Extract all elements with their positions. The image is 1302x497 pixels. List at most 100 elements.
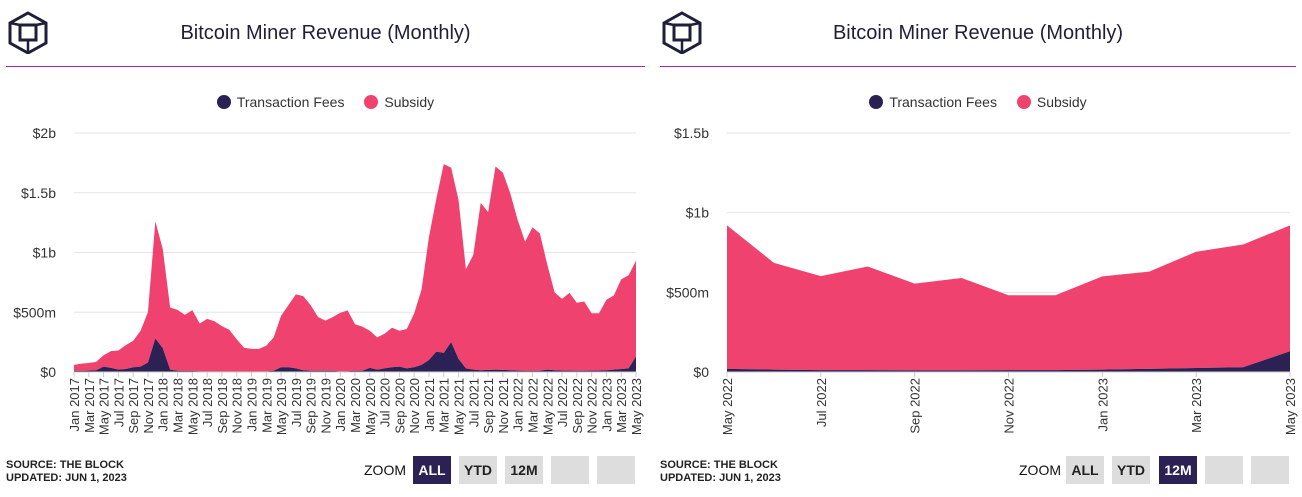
zoom-empty-button[interactable]	[551, 456, 589, 484]
x-tick-label: Jan 2021	[422, 378, 437, 432]
x-tick-label: Jul 2022	[555, 378, 570, 427]
x-tick-label: Jul 2019	[289, 378, 304, 427]
chart-legend: Transaction Fees Subsidy	[0, 93, 651, 110]
the-block-logo	[8, 11, 48, 54]
zoom-empty-button[interactable]	[1205, 456, 1243, 484]
x-tick-label: Mar 2017	[82, 378, 97, 433]
transaction-fees-series-area	[74, 338, 636, 372]
x-tick-label: Mar 2023	[1189, 378, 1204, 433]
x-tick-label: May 2022	[540, 378, 555, 435]
x-tick-label: Sep 2021	[481, 378, 496, 434]
x-tick-label: Jul 2021	[466, 378, 481, 427]
chart-legend: Transaction Fees Subsidy	[654, 93, 1302, 110]
chart-title: Bitcoin Miner Revenue (Monthly)	[832, 22, 1124, 44]
x-tick-label: Jan 2023	[1095, 378, 1110, 432]
legend-item-subsidy[interactable]: Subsidy	[1016, 94, 1087, 111]
zoom-empty-button[interactable]	[1251, 456, 1289, 484]
x-tick-label: Nov 2022	[1002, 378, 1017, 434]
legend-label-fees: Transaction Fees	[236, 94, 345, 111]
zoom-ytd-button[interactable]: YTD	[1112, 456, 1150, 484]
x-tick-label: May 2019	[274, 378, 289, 435]
x-tick-label: May 2020	[363, 378, 378, 435]
x-tick-label: Mar 2023	[614, 378, 629, 433]
x-tick-label: Sep 2017	[126, 378, 141, 434]
x-tick-label: Mar 2020	[348, 378, 363, 433]
x-tick-label: Nov 2022	[585, 378, 600, 434]
x-tick-label: Sep 2018	[215, 378, 230, 434]
x-tick-label: May 2023	[1283, 378, 1298, 435]
y-tick-label: $1b	[33, 245, 57, 261]
x-tick-label: Mar 2021	[437, 378, 452, 433]
left-chart-panel: Bitcoin Miner Revenue (Monthly) Transact…	[0, 11, 651, 485]
x-tick-label: Nov 2020	[407, 378, 422, 434]
y-tick-label: $2b	[33, 125, 57, 141]
x-tick-label: May 2022	[720, 378, 735, 435]
source-text: SOURCE: THE BLOCK	[6, 459, 124, 471]
legend-item-fees[interactable]: Transaction Fees	[216, 94, 345, 111]
zoom-12m-button[interactable]: 12M	[1159, 456, 1197, 484]
the-block-logo	[662, 11, 702, 54]
chart-title: Bitcoin Miner Revenue (Monthly)	[180, 22, 471, 44]
fees-dot-icon	[216, 95, 231, 110]
title-divider	[660, 66, 1296, 67]
source-text: SOURCE: THE BLOCK	[660, 459, 778, 471]
y-tick-label: $500m	[666, 284, 709, 300]
zoom-all-button[interactable]: ALL	[1066, 456, 1104, 484]
x-tick-label: Sep 2022	[908, 378, 923, 434]
y-tick-label: $0	[40, 364, 56, 380]
zoom-label: ZOOM	[1019, 462, 1061, 478]
zoom-ytd-button[interactable]: YTD	[459, 456, 497, 484]
x-tick-label: Nov 2018	[230, 378, 245, 434]
x-tick-label: May 2023	[629, 378, 644, 435]
updated-text: UPDATED: JUN 1, 2023	[660, 472, 781, 484]
x-tick-label: Jan 2022	[511, 378, 526, 432]
y-tick-label: $1b	[686, 205, 710, 221]
y-tick-label: $1.5b	[674, 125, 709, 141]
x-tick-label: Jul 2017	[111, 378, 126, 427]
x-tick-label: May 2018	[185, 378, 200, 435]
x-tick-label: Jan 2019	[244, 378, 259, 432]
x-tick-label: Jul 2018	[200, 378, 215, 427]
subsidy-series-area	[727, 225, 1290, 371]
y-tick-label: $1.5b	[21, 185, 56, 201]
x-tick-label: May 2021	[452, 378, 467, 435]
x-tick-label: Nov 2017	[141, 378, 156, 434]
updated-text: UPDATED: JUN 1, 2023	[6, 472, 127, 484]
x-tick-label: Mar 2019	[259, 378, 274, 433]
source-note: SOURCE: THE BLOCK UPDATED: JUN 1, 2023	[660, 459, 781, 485]
fees-dot-icon	[869, 95, 884, 110]
x-tick-label: Sep 2022	[570, 378, 585, 434]
x-tick-label: Jan 2018	[156, 378, 171, 432]
zoom-all-button[interactable]: ALL	[413, 456, 451, 484]
x-tick-label: Jan 2020	[333, 378, 348, 432]
legend-label-subsidy: Subsidy	[1036, 94, 1087, 111]
area-chart-12m: $0 $500m $1b $1.5b May 2022 Jul 2022 Sep 2022 N…	[666, 125, 1298, 435]
x-tick-label: Jan 2017	[67, 378, 82, 432]
x-tick-label: Mar 2018	[171, 378, 186, 433]
x-tick-label: Sep 2020	[392, 378, 407, 434]
zoom-label: ZOOM	[364, 462, 406, 478]
y-tick-label: $0	[693, 364, 709, 380]
zoom-empty-button[interactable]	[597, 456, 635, 484]
subsidy-dot-icon	[1016, 95, 1031, 110]
x-tick-label: Sep 2019	[304, 378, 319, 434]
legend-label-subsidy: Subsidy	[384, 94, 435, 111]
x-tick-label: Jul 2022	[814, 378, 829, 427]
zoom-12m-button[interactable]: 12M	[505, 456, 543, 484]
x-tick-label: Jul 2020	[378, 378, 393, 427]
source-note: SOURCE: THE BLOCK UPDATED: JUN 1, 2023	[6, 459, 127, 485]
legend-item-subsidy[interactable]: Subsidy	[364, 94, 434, 110]
subsidy-dot-icon	[364, 95, 379, 110]
x-tick-label: Jan 2023	[599, 378, 614, 432]
legend-label-fees: Transaction Fees	[889, 94, 997, 111]
x-tick-label: Nov 2019	[318, 378, 333, 434]
transaction-fees-series-area	[727, 351, 1290, 372]
x-tick-label: May 2017	[97, 378, 112, 435]
right-chart-panel: Bitcoin Miner Revenue (Monthly) Transact…	[654, 0, 1302, 497]
x-tick-label: Nov 2021	[496, 378, 511, 434]
y-tick-label: $500m	[13, 304, 56, 320]
x-tick-label: Mar 2022	[525, 378, 540, 433]
legend-item-fees[interactable]: Transaction Fees	[869, 94, 997, 110]
title-divider	[6, 66, 645, 67]
